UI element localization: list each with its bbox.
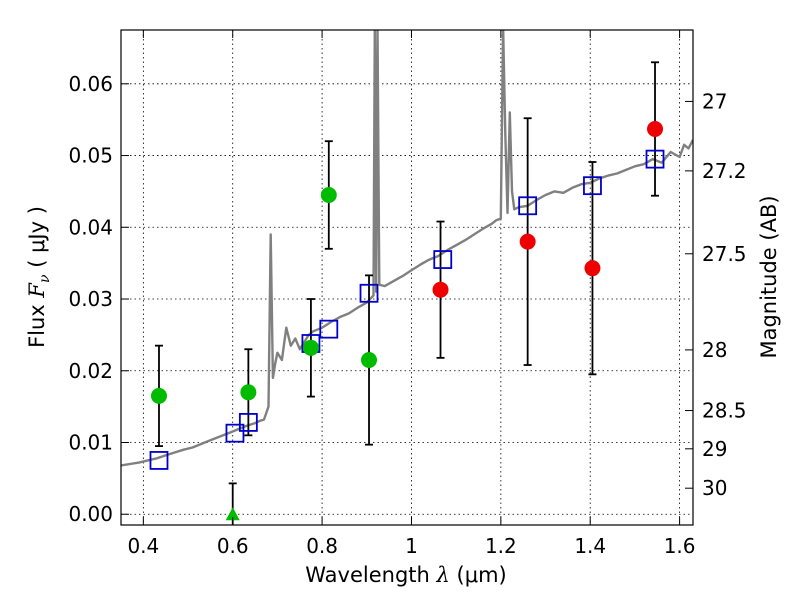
y-tick-label: 0.05 [68, 144, 113, 168]
model-photometry-marker [645, 149, 665, 169]
grid [121, 30, 693, 525]
model-photometry-marker [518, 196, 538, 216]
x-tick-label: 1 [405, 534, 418, 558]
upper-limit-marker [225, 507, 240, 521]
magnitude-tick-label: 28 [702, 338, 727, 362]
model-spectrum-line [121, 30, 693, 467]
axis-labels: Wavelength λ (μm) Flux Fν ( μJy ) Magnit… [25, 195, 781, 587]
nir-observation-marker [432, 281, 449, 298]
magnitude-tick-label: 30 [702, 476, 727, 500]
model-photometry-marker [238, 413, 258, 432]
y-tick-label: 0.00 [68, 502, 113, 526]
magnitude-tick-label: 27 [702, 89, 727, 113]
x-tick-label: 1.4 [574, 534, 606, 558]
model-photometry-marker [319, 319, 339, 339]
optical-observation-marker [150, 387, 167, 404]
model-photometry-marker [433, 250, 453, 269]
x-axis-label: Wavelength λ (μm) [305, 563, 506, 587]
model-photometry-marker [149, 451, 169, 470]
y-tick-label: 0.06 [68, 72, 113, 96]
y-tick-label: 0.04 [68, 215, 113, 239]
magnitude-tick-label: 27.2 [702, 159, 747, 183]
magnitude-tick-label: 28.5 [702, 399, 747, 423]
nir-observation-marker [519, 233, 536, 250]
magnitude-tick-label: 27.5 [702, 242, 747, 266]
plot-frame [120, 29, 694, 526]
optical-observation-marker [302, 339, 319, 356]
x-tick-label: 0.4 [127, 534, 159, 558]
axes: 0.4 0.6 0.8 1 1.2 1.4 1.6 0.00 0.01 0.02 0.03 0.04 0… [68, 29, 747, 558]
x-tick-label: 1.2 [485, 534, 517, 558]
y-tick-label: 0.01 [68, 431, 113, 455]
optical-observation-marker [320, 187, 337, 203]
x-tick-label: 0.8 [306, 534, 338, 558]
nir-observation-marker [584, 260, 601, 277]
magnitude-axis-label: Magnitude (AB) [757, 195, 781, 358]
optical-observation-marker [361, 352, 378, 368]
model-photometry-marker [225, 423, 245, 443]
magnitude-tick-label: 29 [702, 437, 727, 461]
x-tick-label: 1.6 [664, 534, 696, 558]
nir-observation-marker [647, 121, 664, 137]
y-axis-label: Flux Fν ( μJy ) [25, 206, 53, 348]
y-tick-label: 0.02 [68, 359, 113, 383]
model-photometry-marker [583, 176, 602, 196]
optical-observation-marker [240, 384, 257, 401]
plot-area [121, 30, 693, 525]
y-tick-label: 0.03 [68, 287, 113, 311]
model-photometry-marker [359, 283, 379, 303]
x-tick-label: 0.6 [217, 534, 249, 558]
